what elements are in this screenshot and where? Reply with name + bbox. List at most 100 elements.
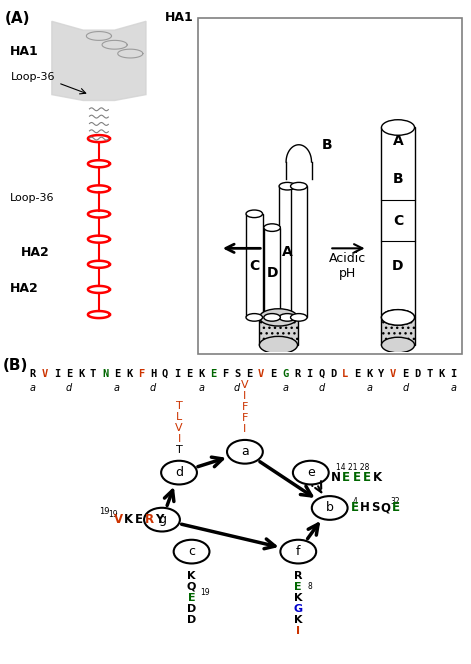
- Ellipse shape: [291, 183, 307, 190]
- Bar: [246, 214, 262, 317]
- Text: T: T: [90, 369, 96, 378]
- Text: I: I: [178, 434, 181, 444]
- Ellipse shape: [382, 337, 414, 353]
- Text: K: K: [198, 369, 204, 378]
- Text: G: G: [294, 604, 303, 614]
- Text: g: g: [158, 513, 166, 526]
- Text: K: K: [187, 571, 196, 581]
- Ellipse shape: [260, 309, 298, 326]
- Text: d: d: [66, 383, 72, 393]
- Text: (A): (A): [5, 11, 30, 26]
- Text: V: V: [114, 513, 123, 526]
- Text: S: S: [234, 369, 240, 378]
- Text: K: K: [294, 615, 302, 625]
- Text: I: I: [244, 391, 246, 401]
- Text: d: d: [150, 383, 156, 393]
- Text: V: V: [390, 369, 397, 378]
- Text: F: F: [222, 369, 228, 378]
- Text: N: N: [331, 471, 341, 484]
- Ellipse shape: [382, 309, 414, 325]
- Text: I: I: [244, 424, 246, 434]
- Text: D: D: [330, 369, 336, 378]
- Text: F: F: [138, 369, 144, 378]
- Text: 19: 19: [200, 588, 210, 597]
- Text: 4: 4: [352, 497, 357, 506]
- Text: a: a: [450, 383, 456, 393]
- Text: E: E: [354, 369, 360, 378]
- Ellipse shape: [246, 313, 262, 321]
- Ellipse shape: [264, 313, 280, 321]
- Text: a: a: [114, 383, 120, 393]
- Text: D: D: [392, 258, 404, 273]
- Text: d: d: [318, 383, 325, 393]
- Text: R: R: [294, 369, 300, 378]
- Bar: [291, 186, 307, 317]
- Text: B: B: [322, 137, 332, 152]
- Text: K: K: [366, 369, 373, 378]
- Text: 19: 19: [99, 507, 109, 517]
- Bar: [279, 186, 296, 317]
- Text: Q: Q: [318, 369, 325, 378]
- Text: G: G: [282, 369, 288, 378]
- Text: B: B: [393, 172, 403, 187]
- Text: A: A: [282, 245, 293, 259]
- Text: T: T: [176, 445, 182, 455]
- Text: E: E: [188, 593, 195, 603]
- Text: I: I: [174, 369, 180, 378]
- Text: E: E: [294, 582, 302, 592]
- Text: I: I: [296, 625, 300, 635]
- Text: a: a: [30, 383, 36, 393]
- Text: L: L: [176, 412, 182, 422]
- Text: D: D: [187, 615, 196, 625]
- Text: C: C: [393, 214, 403, 228]
- Text: R: R: [30, 369, 36, 378]
- Text: F: F: [242, 413, 248, 423]
- Text: HA1: HA1: [9, 44, 38, 58]
- Text: A: A: [393, 134, 403, 148]
- Text: R: R: [145, 513, 154, 526]
- Ellipse shape: [279, 313, 296, 321]
- Text: F: F: [242, 402, 248, 412]
- Text: d: d: [402, 383, 408, 393]
- Text: E: E: [66, 369, 72, 378]
- Text: Acidic
pH: Acidic pH: [328, 252, 366, 280]
- Text: K: K: [373, 471, 382, 484]
- Text: E: E: [402, 369, 408, 378]
- Text: a: a: [198, 383, 204, 393]
- Text: HA2: HA2: [20, 246, 49, 259]
- Text: V: V: [42, 369, 48, 378]
- Text: K: K: [124, 513, 133, 526]
- Text: HA2: HA2: [9, 282, 38, 295]
- Text: a: a: [241, 446, 249, 458]
- Text: K: K: [78, 369, 84, 378]
- Text: E: E: [352, 471, 360, 484]
- Text: HA1: HA1: [165, 11, 194, 25]
- Ellipse shape: [382, 309, 414, 325]
- Bar: [382, 127, 414, 317]
- Text: e: e: [307, 466, 315, 479]
- Text: Q: Q: [381, 501, 391, 515]
- Bar: [264, 228, 280, 317]
- Text: E: E: [351, 501, 358, 515]
- Text: H: H: [150, 369, 156, 378]
- Text: 14 21 28: 14 21 28: [336, 463, 369, 472]
- Text: E: E: [114, 369, 120, 378]
- Text: E: E: [270, 369, 276, 378]
- Text: b: b: [326, 501, 333, 515]
- Text: d: d: [175, 466, 183, 479]
- Text: D: D: [187, 604, 196, 614]
- Text: E: E: [135, 513, 143, 526]
- Text: I: I: [306, 369, 312, 378]
- Text: Y: Y: [155, 513, 164, 526]
- Text: a: a: [282, 383, 288, 393]
- Text: E: E: [392, 501, 400, 515]
- Text: N: N: [102, 369, 108, 378]
- Ellipse shape: [246, 210, 262, 218]
- Text: V: V: [241, 380, 249, 390]
- Text: V: V: [175, 423, 183, 433]
- Polygon shape: [52, 21, 146, 100]
- Text: f: f: [296, 545, 300, 558]
- Text: D: D: [266, 266, 278, 280]
- Text: R: R: [294, 571, 302, 581]
- Ellipse shape: [260, 337, 298, 354]
